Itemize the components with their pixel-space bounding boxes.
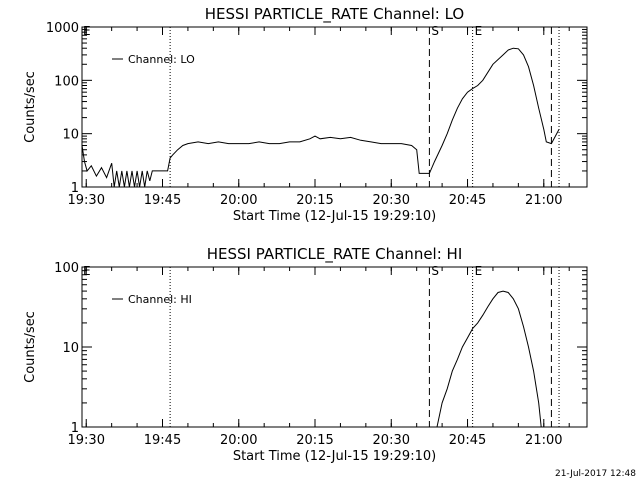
x-tick-label-lo: 20:45 (449, 193, 486, 208)
y-tick-label-lo: 1000 (46, 21, 79, 36)
x-tick-label-lo: 21:00 (525, 193, 562, 208)
corner-label-lo: E (83, 24, 91, 38)
x-tick-label-lo: 20:00 (220, 193, 257, 208)
x-axis-label-lo: Start Time (12-Jul-15 19:29:10) (233, 209, 436, 224)
legend-label-lo: Channel: LO (128, 53, 195, 66)
y-tick-label-hi: 100 (54, 261, 79, 276)
y-tick-label-hi: 1 (71, 421, 79, 436)
series-line-lo (82, 47, 560, 187)
y-axis-label-hi: Counts/sec (23, 311, 38, 383)
marker-label-s-hi: S (431, 264, 439, 278)
chart-title-lo: HESSI PARTICLE_RATE Channel: LO (205, 5, 464, 24)
x-tick-label-lo: 20:30 (373, 193, 410, 208)
y-tick-label-lo: 10 (62, 128, 79, 143)
y-tick-label-lo: 1 (71, 181, 79, 196)
legend-label-hi: Channel: HI (128, 293, 192, 306)
y-tick-label-lo: 100 (54, 74, 79, 89)
x-tick-label-hi: 19:45 (144, 433, 181, 448)
marker-label-s-lo: S (431, 24, 439, 38)
x-tick-label-hi: 20:45 (449, 433, 486, 448)
series-line-hi (436, 290, 542, 427)
x-tick-label-lo: 20:15 (296, 193, 333, 208)
plot-frame-lo (81, 26, 588, 188)
marker-label-e-lo: E (475, 24, 483, 38)
x-tick-label-hi: 20:00 (220, 433, 257, 448)
plot-frame-hi (81, 266, 588, 428)
y-axis-label-lo: Counts/sec (23, 71, 38, 143)
x-tick-label-hi: 19:30 (68, 433, 105, 448)
x-tick-label-hi: 21:00 (525, 433, 562, 448)
x-tick-label-hi: 20:15 (296, 433, 333, 448)
x-tick-label-hi: 20:30 (373, 433, 410, 448)
y-tick-label-hi: 10 (62, 341, 79, 356)
marker-label-e-hi: E (475, 264, 483, 278)
x-tick-label-lo: 19:30 (68, 193, 105, 208)
x-tick-label-lo: 19:45 (144, 193, 181, 208)
footer-date: 21-Jul-2017 12:48 (555, 469, 636, 479)
corner-label-hi: E (83, 264, 91, 278)
chart-title-hi: HESSI PARTICLE_RATE Channel: HI (207, 245, 463, 264)
x-axis-label-hi: Start Time (12-Jul-15 19:29:10) (233, 449, 436, 464)
